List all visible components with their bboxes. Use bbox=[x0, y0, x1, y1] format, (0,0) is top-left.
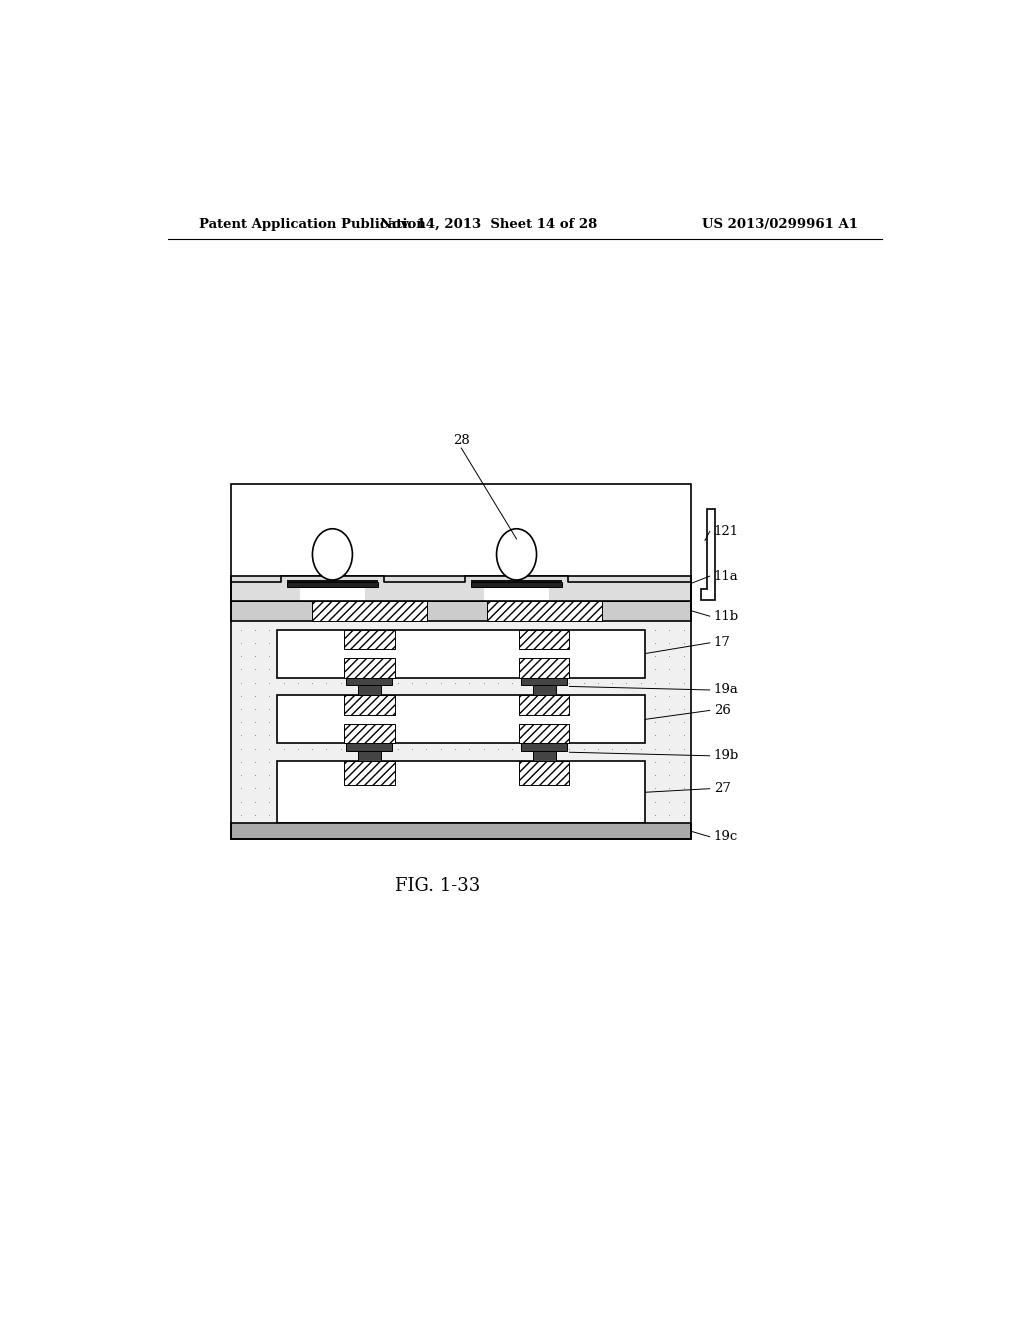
Circle shape bbox=[497, 529, 537, 579]
Bar bbox=[471, 582, 561, 587]
Bar bbox=[231, 483, 691, 840]
Bar bbox=[471, 579, 561, 582]
Bar bbox=[344, 659, 394, 677]
Text: 121: 121 bbox=[714, 525, 738, 537]
Text: 19c: 19c bbox=[714, 830, 738, 843]
Text: 11a: 11a bbox=[714, 570, 738, 582]
Text: 19a: 19a bbox=[714, 684, 738, 697]
Bar bbox=[484, 587, 549, 601]
Bar bbox=[344, 725, 394, 743]
Bar bbox=[344, 630, 394, 648]
Bar bbox=[311, 601, 427, 620]
Bar bbox=[519, 659, 569, 677]
Bar bbox=[532, 751, 556, 762]
Bar bbox=[521, 743, 567, 751]
Bar bbox=[357, 685, 381, 696]
Polygon shape bbox=[231, 576, 691, 601]
Bar bbox=[278, 630, 645, 677]
Text: FIG. 1-33: FIG. 1-33 bbox=[395, 876, 480, 895]
Bar bbox=[231, 824, 691, 840]
Bar bbox=[486, 601, 602, 620]
Text: 28: 28 bbox=[453, 434, 470, 447]
Bar bbox=[344, 762, 394, 785]
Text: 17: 17 bbox=[714, 636, 730, 649]
Bar bbox=[519, 630, 569, 648]
Text: Nov. 14, 2013  Sheet 14 of 28: Nov. 14, 2013 Sheet 14 of 28 bbox=[381, 218, 598, 231]
Bar bbox=[288, 582, 378, 587]
Bar bbox=[519, 725, 569, 743]
Text: 27: 27 bbox=[714, 783, 730, 795]
Bar bbox=[278, 696, 645, 743]
Bar bbox=[231, 601, 691, 620]
Bar bbox=[278, 762, 645, 824]
Bar bbox=[346, 743, 392, 751]
Text: 11b: 11b bbox=[714, 610, 738, 623]
Bar bbox=[532, 685, 556, 696]
Bar bbox=[288, 579, 378, 582]
Circle shape bbox=[312, 529, 352, 579]
Bar bbox=[231, 576, 691, 601]
Bar bbox=[300, 587, 365, 601]
Text: 26: 26 bbox=[714, 704, 730, 717]
Bar bbox=[519, 696, 569, 714]
Bar bbox=[521, 677, 567, 685]
Text: US 2013/0299961 A1: US 2013/0299961 A1 bbox=[702, 218, 858, 231]
Polygon shape bbox=[701, 508, 715, 599]
Bar bbox=[357, 751, 381, 762]
Text: Patent Application Publication: Patent Application Publication bbox=[200, 218, 426, 231]
Bar bbox=[519, 762, 569, 785]
Bar bbox=[346, 677, 392, 685]
Bar bbox=[231, 620, 691, 824]
Text: 19b: 19b bbox=[714, 750, 739, 762]
Bar bbox=[344, 696, 394, 714]
